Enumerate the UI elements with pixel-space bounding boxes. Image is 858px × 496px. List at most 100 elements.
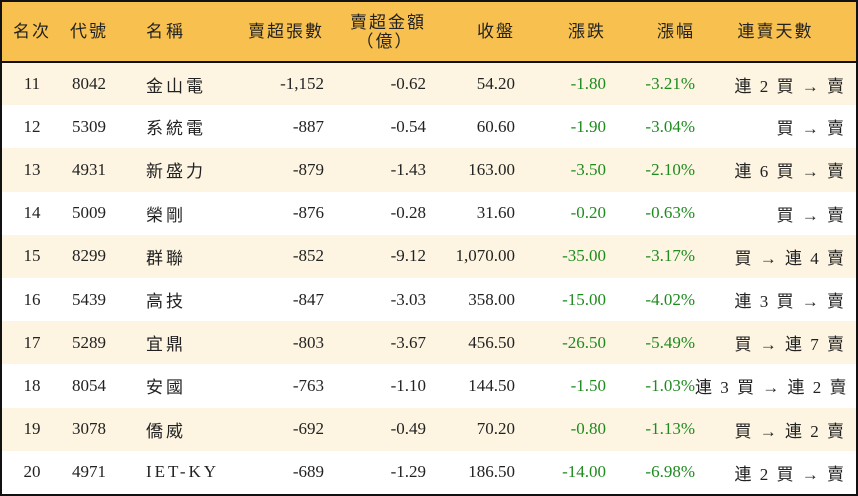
close-cell: 456.50 [468, 332, 515, 352]
streak-cell: 連 3 買 → 賣 [734, 292, 846, 312]
change-cell: -3.50 [570, 159, 606, 179]
code-cell: 5309 [72, 116, 106, 136]
rank-cell: 20 [23, 462, 41, 482]
change-pct-cell: -3.04% [645, 116, 695, 136]
code-cell: 5439 [72, 289, 106, 309]
code-cell: 8054 [72, 375, 106, 395]
header-net-sell-amount: 賣超金額 （億） [324, 2, 426, 62]
name-cell: 高技 [146, 292, 186, 312]
name-cell: 新盛力 [146, 162, 206, 182]
code-cell: 5289 [72, 332, 106, 352]
close-cell: 186.50 [468, 462, 515, 482]
change-pct-cell: -4.02% [645, 289, 695, 309]
net-sell-lots-cell: -887 [292, 116, 324, 136]
streak-cell: 連 2 買 → 賣 [734, 464, 846, 484]
change-pct-cell: -6.98% [645, 462, 695, 482]
streak-cell: 買 → 連 7 賣 [734, 335, 846, 355]
name-cell: 金山電 [146, 76, 206, 96]
net-sell-amount-cell: -3.03 [390, 289, 426, 309]
close-cell: 1,070.00 [455, 246, 516, 266]
name-cell: 群聯 [146, 248, 186, 268]
name-cell: 系統電 [146, 119, 206, 139]
name-cell: 安國 [146, 378, 186, 398]
table-row: 16 5439 高技 -847 -3.03 358.00 -15.00 -4.02% 連 3 買… [2, 277, 856, 322]
close-cell: 31.60 [476, 203, 515, 223]
change-cell: -26.50 [562, 332, 606, 352]
net-sell-lots-cell: -689 [292, 462, 324, 482]
change-pct-cell: -3.17% [645, 246, 695, 266]
header-change: 漲跌 [568, 22, 606, 41]
table-row: 14 5009 榮剛 -876 -0.28 31.60 -0.20 -0.63% 買 → 賣 [2, 191, 856, 235]
change-cell: -0.80 [570, 419, 606, 439]
streak-cell: 連 6 買 → 賣 [734, 162, 846, 182]
streak-cell: 連 3 買 → 連 2 賣 [695, 378, 849, 398]
header-row: 名次 代號 名稱 賣超張數 賣超金額 （億） 收盤 漲跌 漲幅 連賣天數 [2, 2, 856, 62]
net-sell-lots-cell: -1,152 [280, 74, 324, 94]
change-cell: -35.00 [562, 246, 606, 266]
net-sell-amount-cell: -0.28 [390, 203, 426, 223]
net-sell-lots-cell: -879 [292, 159, 324, 179]
rank-cell: 15 [23, 246, 41, 266]
table-row: 18 8054 安國 -763 -1.10 144.50 -1.50 -1.03% 連 3 買 … [2, 364, 856, 408]
change-pct-cell: -5.49% [645, 332, 695, 352]
net-sell-lots-cell: -852 [292, 246, 324, 266]
net-sell-lots-cell: -763 [292, 375, 324, 395]
header-net-sell-amount-label: 賣超金額 [350, 12, 426, 32]
change-cell: -14.00 [562, 462, 606, 482]
header-close: 收盤 [477, 22, 515, 41]
rank-cell: 11 [23, 74, 41, 94]
net-sell-amount-cell: -1.43 [390, 159, 426, 179]
header-net-sell-amount-unit: （億） [356, 31, 414, 51]
net-sell-amount-cell: -1.29 [390, 462, 426, 482]
change-pct-cell: -2.10% [645, 159, 695, 179]
rank-cell: 17 [23, 332, 41, 352]
name-cell: 宜鼎 [146, 335, 186, 355]
table-row: 17 5289 宜鼎 -803 -3.67 456.50 -26.50 -5.49% 買 → 連… [2, 321, 856, 365]
net-sell-lots-cell: -847 [292, 289, 324, 309]
net-sell-lots-cell: -876 [292, 203, 324, 223]
change-cell: -1.90 [570, 116, 606, 136]
net-sell-amount-cell: -1.10 [390, 375, 426, 395]
name-cell: IET-KY [146, 462, 220, 482]
table-row: 11 8042 金山電 -1,152 -0.62 54.20 -1.80 -3.21% 連 2 … [2, 62, 856, 106]
change-cell: -1.50 [570, 375, 606, 395]
net-sell-amount-cell: -0.62 [390, 74, 426, 94]
change-pct-cell: -1.03% [645, 375, 695, 395]
code-cell: 4971 [72, 462, 106, 482]
header-change-pct: 漲幅 [657, 22, 695, 41]
net-sell-amount-cell: -9.12 [390, 246, 426, 266]
streak-cell: 買 → 連 4 賣 [734, 248, 846, 268]
change-cell: -15.00 [562, 289, 606, 309]
header-code: 代號 [70, 22, 108, 41]
change-cell: -0.20 [570, 203, 606, 223]
change-pct-cell: -0.63% [645, 203, 695, 223]
net-sell-lots-cell: -803 [292, 332, 324, 352]
rank-cell: 12 [23, 116, 41, 136]
code-cell: 4931 [72, 159, 106, 179]
close-cell: 60.60 [476, 116, 515, 136]
streak-cell: 買 → 連 2 賣 [734, 421, 846, 441]
code-cell: 8042 [72, 74, 106, 94]
streak-cell: 買 → 賣 [776, 119, 846, 139]
header-rank: 名次 [13, 22, 51, 41]
rank-cell: 19 [23, 419, 41, 439]
table-row: 15 8299 群聯 -852 -9.12 1,070.00 -35.00 -3.17% 買 →… [2, 234, 856, 278]
header-name: 名稱 [146, 22, 186, 41]
close-cell: 144.50 [468, 375, 515, 395]
header-streak: 連賣天數 [737, 22, 814, 41]
code-cell: 5009 [72, 203, 106, 223]
close-cell: 54.20 [476, 74, 515, 94]
name-cell: 僑威 [146, 421, 186, 441]
change-pct-cell: -1.13% [645, 419, 695, 439]
code-cell: 3078 [72, 419, 106, 439]
rank-cell: 18 [23, 375, 41, 395]
table-row: 20 4971 IET-KY -689 -1.29 186.50 -14.00 -6.98% 連… [2, 450, 856, 494]
name-cell: 榮剛 [146, 205, 186, 225]
rank-cell: 16 [23, 289, 41, 309]
table-row: 19 3078 僑威 -692 -0.49 70.20 -0.80 -1.13% 買 → 連 2… [2, 407, 856, 451]
streak-cell: 連 2 買 → 賣 [734, 76, 846, 96]
streak-cell: 買 → 賣 [776, 205, 846, 225]
net-sell-amount-cell: -0.49 [390, 419, 426, 439]
change-cell: -1.80 [570, 74, 606, 94]
